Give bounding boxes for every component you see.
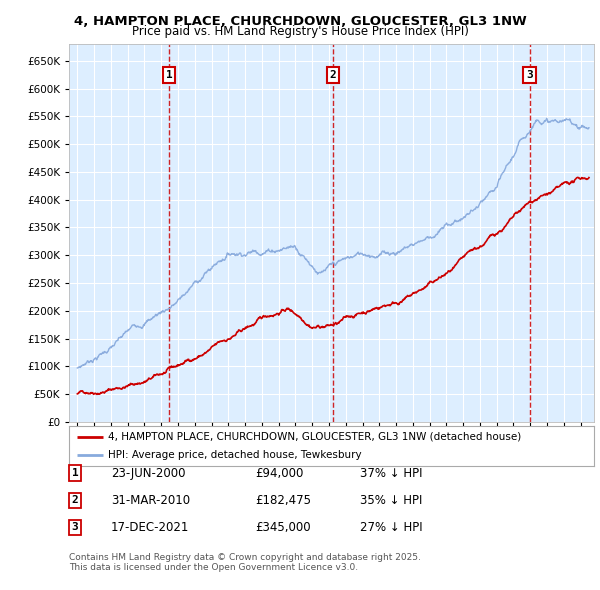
Text: 3: 3 bbox=[526, 70, 533, 80]
Text: 35% ↓ HPI: 35% ↓ HPI bbox=[360, 494, 422, 507]
Text: £182,475: £182,475 bbox=[255, 494, 311, 507]
Text: This data is licensed under the Open Government Licence v3.0.: This data is licensed under the Open Gov… bbox=[69, 563, 358, 572]
Text: HPI: Average price, detached house, Tewkesbury: HPI: Average price, detached house, Tewk… bbox=[109, 450, 362, 460]
Text: 4, HAMPTON PLACE, CHURCHDOWN, GLOUCESTER, GL3 1NW: 4, HAMPTON PLACE, CHURCHDOWN, GLOUCESTER… bbox=[74, 15, 526, 28]
Text: Price paid vs. HM Land Registry's House Price Index (HPI): Price paid vs. HM Land Registry's House … bbox=[131, 25, 469, 38]
Text: 31-MAR-2010: 31-MAR-2010 bbox=[111, 494, 190, 507]
Text: 2: 2 bbox=[71, 496, 79, 505]
Text: 27% ↓ HPI: 27% ↓ HPI bbox=[360, 521, 422, 534]
Text: 1: 1 bbox=[71, 468, 79, 478]
Text: 3: 3 bbox=[71, 523, 79, 532]
Text: £345,000: £345,000 bbox=[255, 521, 311, 534]
Text: 37% ↓ HPI: 37% ↓ HPI bbox=[360, 467, 422, 480]
Text: 17-DEC-2021: 17-DEC-2021 bbox=[111, 521, 190, 534]
Text: £94,000: £94,000 bbox=[255, 467, 304, 480]
Text: 4, HAMPTON PLACE, CHURCHDOWN, GLOUCESTER, GL3 1NW (detached house): 4, HAMPTON PLACE, CHURCHDOWN, GLOUCESTER… bbox=[109, 432, 521, 442]
Text: 23-JUN-2000: 23-JUN-2000 bbox=[111, 467, 185, 480]
Text: 1: 1 bbox=[166, 70, 173, 80]
Text: 2: 2 bbox=[330, 70, 337, 80]
Text: Contains HM Land Registry data © Crown copyright and database right 2025.: Contains HM Land Registry data © Crown c… bbox=[69, 553, 421, 562]
